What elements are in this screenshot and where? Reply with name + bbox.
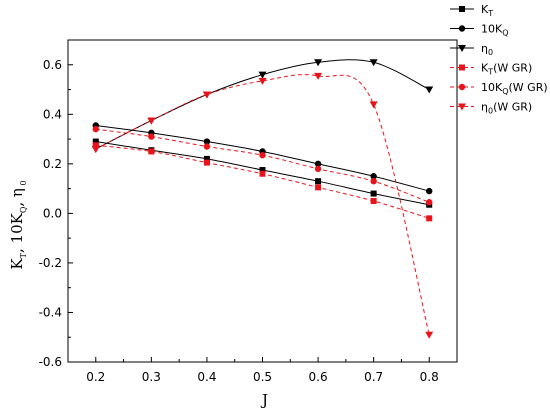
legend-label: 10KQ: [481, 23, 509, 38]
data-point: [148, 133, 155, 140]
legend-entry: KT: [450, 3, 493, 18]
data-point: [426, 187, 433, 195]
legend-marker: [458, 45, 466, 52]
data-point: [314, 160, 322, 168]
legend-entry: 10KQ(W GR): [450, 81, 548, 96]
data-point: [259, 170, 266, 177]
series-line: [95, 74, 430, 335]
x-tick-label: 0.2: [86, 370, 105, 384]
legend-label: KT(W GR): [481, 62, 532, 77]
data-point: [92, 142, 99, 149]
legend: KT 10KQ η0 KT(W GR) 10KQ(W GR) η0(W GR): [450, 3, 548, 116]
legend-entry: KT(W GR): [450, 62, 532, 77]
legend-marker: [459, 6, 465, 12]
x-tick-label: 0.4: [197, 370, 216, 384]
x-tick-label: 0.8: [420, 370, 439, 384]
data-point: [203, 138, 211, 145]
x-axis-ticks: 0.2 0.3 0.4 0.5 0.6 0.7 0.8: [86, 357, 439, 384]
data-point: [369, 101, 378, 109]
legend-label: η0: [481, 42, 493, 57]
x-tick-label: 0.6: [309, 370, 328, 384]
data-point: [148, 148, 155, 155]
x-tick-label: 0.5: [253, 370, 272, 384]
y-tick-label: -0.6: [39, 355, 62, 369]
data-point: [426, 215, 433, 222]
data-point: [425, 331, 434, 339]
data-point: [91, 145, 100, 153]
data-point: [203, 159, 210, 166]
data-point: [258, 77, 267, 85]
legend-label: 10KQ(W GR): [481, 81, 548, 96]
data-point: [370, 177, 377, 185]
data-point: [259, 167, 266, 174]
series-group: [92, 125, 433, 206]
x-tick-label: 0.7: [364, 370, 383, 384]
legend-marker: [458, 103, 466, 111]
data-point: [314, 165, 322, 172]
data-point: [425, 86, 434, 94]
y-tick-label: 0.6: [43, 58, 62, 72]
data-point: [92, 138, 99, 145]
data-point: [92, 125, 99, 133]
x-tick-label: 0.3: [142, 370, 161, 384]
data-point: [259, 151, 266, 159]
y-tick-label: 0.4: [43, 107, 62, 121]
data-point: [315, 178, 322, 185]
plot-frame: [67, 39, 458, 363]
data-point: [202, 91, 211, 99]
legend-marker: [458, 83, 466, 91]
legend-entry: η0(W GR): [450, 101, 532, 116]
legend-entry: η0: [450, 42, 493, 57]
data-point: [314, 59, 323, 67]
data-point: [370, 190, 377, 197]
legend-label: η0(W GR): [481, 101, 532, 116]
series-line: [95, 128, 430, 203]
x-axis-title: J: [260, 391, 268, 409]
data-point: [370, 173, 377, 180]
data-point: [258, 71, 267, 79]
data-point: [370, 198, 377, 204]
y-axis-title: KT, 10KQ, η 0: [8, 180, 28, 269]
plot-area: [91, 59, 434, 339]
data-point: [147, 117, 156, 125]
data-point: [315, 184, 322, 191]
data-point: [203, 155, 210, 162]
legend-marker: [458, 25, 466, 32]
legend-marker: [459, 64, 465, 71]
data-point: [314, 72, 323, 80]
y-tick-label: -0.2: [39, 256, 62, 270]
y-axis-ticks: -0.6 -0.4 -0.2 0.0 0.2 0.4 0.6: [39, 58, 73, 369]
data-point: [369, 59, 378, 67]
legend-label: KT: [481, 3, 493, 18]
y-tick-label: -0.4: [39, 305, 62, 319]
axes-frame: [67, 39, 458, 363]
legend-entry: 10KQ: [450, 23, 509, 38]
data-point: [203, 143, 211, 150]
data-point: [426, 199, 433, 206]
y-tick-label: 0.2: [43, 157, 62, 171]
y-tick-label: 0.0: [43, 206, 62, 220]
series-group: [92, 142, 433, 222]
series-group: [91, 59, 434, 153]
series-group: [91, 72, 434, 339]
